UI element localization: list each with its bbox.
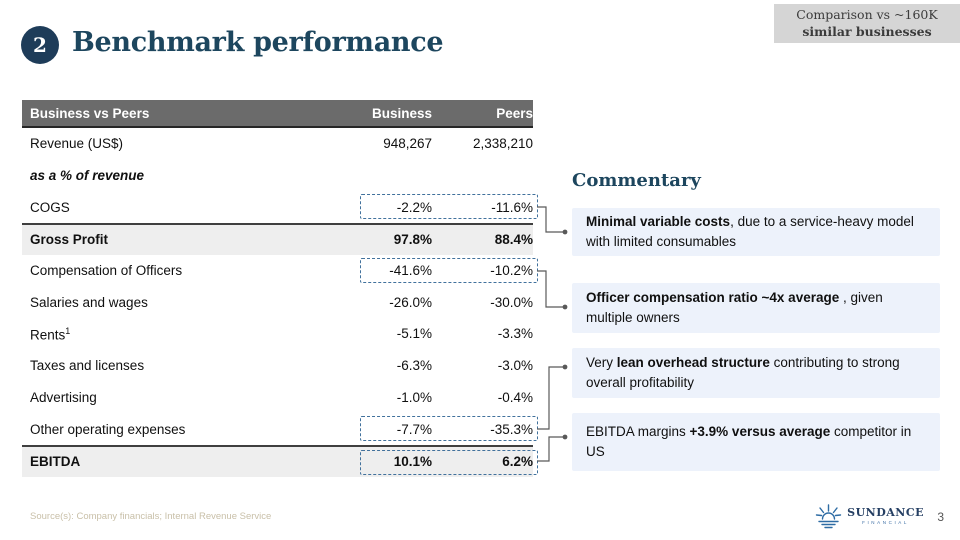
commentary-heading: Commentary — [572, 170, 701, 191]
peers-value: -30.0% — [490, 294, 533, 310]
table-row: EBITDA 10.1% 6.2% — [22, 444, 538, 477]
commentary-note-text: Minimal variable costs, due to a service… — [586, 214, 914, 249]
row-label: Compensation of Officers — [30, 263, 183, 279]
section-number-badge: 2 — [21, 26, 59, 64]
comparison-tag-line1: Comparison vs ~160K — [796, 6, 938, 22]
row-label: Salaries and wages — [30, 294, 148, 310]
peers-value: -11.6% — [491, 199, 533, 215]
commentary-note: EBITDA margins +3.9% versus average comp… — [572, 413, 940, 471]
row-label: Other operating expenses — [30, 421, 186, 437]
row-label: Taxes and licenses — [30, 358, 145, 374]
commentary-note: Very lean overhead structure contributin… — [572, 348, 940, 398]
business-value: -7.7% — [396, 421, 432, 437]
comparison-tag: Comparison vs ~160K similar businesses — [774, 4, 960, 43]
connector-other-expenses — [537, 366, 563, 430]
table-header-row: Business vs Peers Business Peers — [22, 100, 533, 128]
table-row: Salaries and wages -26.0% -30.0% — [22, 286, 533, 318]
comparison-tag-line2: similar businesses — [802, 23, 932, 39]
table-row: as a % of revenue — [22, 160, 533, 192]
business-value: -5.1% — [396, 326, 432, 342]
connector-dot — [562, 304, 568, 310]
connector-cogs — [537, 206, 563, 233]
peers-value: -3.3% — [497, 326, 533, 342]
row-label: as a % of revenue — [30, 168, 145, 184]
peers-value: 6.2% — [502, 454, 533, 470]
business-value: -1.0% — [396, 389, 432, 405]
commentary-panel: Commentary Minimal variable costs, due t… — [572, 170, 940, 480]
peers-value: -35.3% — [490, 421, 533, 437]
table-header-label: Business vs Peers — [30, 105, 150, 121]
business-value: 97.8% — [393, 232, 432, 248]
table-row: COGS -2.2% -11.6% — [22, 191, 538, 223]
business-value: -41.6% — [389, 263, 432, 279]
business-value: -6.3% — [396, 358, 432, 374]
commentary-note-text: Officer compensation ratio ~4x average ,… — [586, 290, 883, 325]
row-label: Gross Profit — [30, 232, 109, 248]
row-label: Revenue (US$) — [30, 136, 124, 152]
logo-text: SUNDANCE FINANCIAL — [847, 507, 924, 525]
source-note: Source(s): Company financials; Internal … — [30, 511, 272, 522]
table-row: Compensation of Officers -41.6% -10.2% — [22, 255, 538, 287]
commentary-note-text: EBITDA margins +3.9% versus average comp… — [586, 424, 912, 459]
business-value: 948,267 — [383, 136, 432, 152]
row-label: EBITDA — [30, 454, 81, 470]
table-header-business: Business — [371, 105, 432, 121]
connector-ebitda — [537, 436, 563, 462]
peers-value: -10.2% — [490, 263, 533, 279]
connector-officers — [537, 270, 563, 308]
business-value: -2.2% — [396, 199, 432, 215]
logo-subtitle: FINANCIAL — [862, 519, 910, 525]
table-header-peers: Peers — [496, 105, 533, 121]
table-row: Gross Profit 97.8% 88.4% — [22, 223, 533, 255]
business-value: -26.0% — [389, 294, 432, 310]
row-label: Advertising — [30, 389, 97, 405]
company-logo: SUNDANCE FINANCIAL — [815, 504, 924, 529]
page-title: Benchmark performance — [72, 27, 444, 58]
row-label: COGS — [30, 199, 70, 215]
commentary-note: Minimal variable costs, due to a service… — [572, 208, 940, 256]
table-row: Other operating expenses -7.7% -35.3% — [22, 413, 538, 445]
peers-value: 2,338,210 — [472, 136, 533, 152]
commentary-note: Officer compensation ratio ~4x average ,… — [572, 283, 940, 333]
row-label: Rents1 — [30, 325, 71, 343]
connector-dot — [562, 434, 568, 440]
sunrise-logo-icon — [815, 504, 842, 529]
table-row: Revenue (US$) 948,267 2,338,210 — [22, 128, 533, 160]
table-row: Rents1 -5.1% -3.3% — [22, 318, 533, 350]
connector-dot — [562, 229, 568, 235]
peers-value: 88.4% — [494, 232, 533, 248]
page-number: 3 — [937, 510, 944, 524]
commentary-note-text: Very lean overhead structure contributin… — [586, 355, 900, 390]
logo-name: SUNDANCE — [847, 506, 924, 520]
peers-value: -0.4% — [497, 389, 533, 405]
table-row: Advertising -1.0% -0.4% — [22, 382, 533, 414]
peers-value: -3.0% — [497, 358, 533, 374]
table-body: Revenue (US$) 948,267 2,338,210 as a % of r… — [22, 128, 538, 477]
table-row: Taxes and licenses -6.3% -3.0% — [22, 350, 533, 382]
business-value: 10.1% — [393, 454, 432, 470]
connector-dot — [562, 364, 568, 370]
benchmark-table: Business vs Peers Business Peers Revenue… — [22, 100, 538, 477]
